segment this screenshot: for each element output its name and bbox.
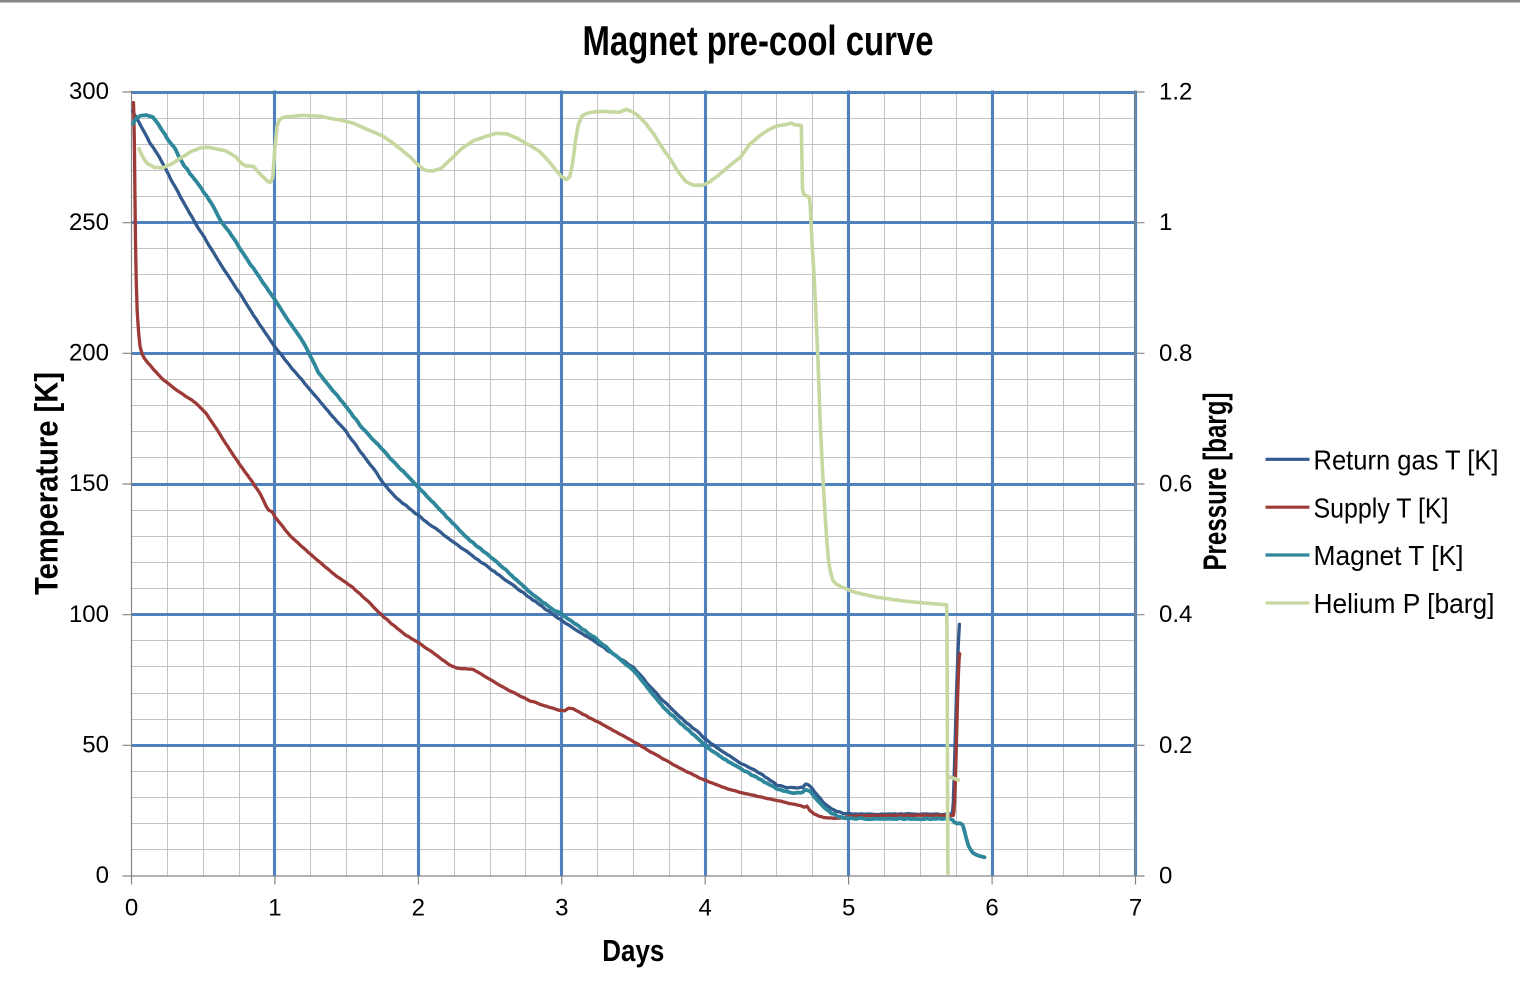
svg-text:2: 2 bbox=[412, 895, 425, 922]
svg-text:Pressure [barg]: Pressure [barg] bbox=[1197, 393, 1233, 571]
svg-text:0.2: 0.2 bbox=[1159, 732, 1192, 759]
svg-text:5: 5 bbox=[842, 895, 855, 922]
svg-text:250: 250 bbox=[69, 209, 109, 236]
svg-text:Supply T [K]: Supply T [K] bbox=[1314, 492, 1449, 523]
svg-text:1.2: 1.2 bbox=[1159, 79, 1192, 106]
svg-text:6: 6 bbox=[985, 895, 998, 922]
svg-text:Helium P [barg]: Helium P [barg] bbox=[1314, 588, 1495, 619]
svg-text:4: 4 bbox=[699, 895, 712, 922]
svg-text:7: 7 bbox=[1129, 895, 1142, 922]
svg-text:200: 200 bbox=[69, 340, 109, 367]
svg-text:300: 300 bbox=[69, 78, 109, 105]
svg-text:3: 3 bbox=[555, 895, 568, 922]
svg-text:Return gas T [K]: Return gas T [K] bbox=[1314, 445, 1499, 476]
svg-text:150: 150 bbox=[69, 470, 109, 497]
svg-text:50: 50 bbox=[82, 732, 109, 759]
svg-text:Magnet pre-cool curve: Magnet pre-cool curve bbox=[583, 17, 934, 64]
svg-text:0.4: 0.4 bbox=[1159, 601, 1192, 628]
svg-text:Temperature [K]: Temperature [K] bbox=[29, 372, 65, 595]
svg-text:100: 100 bbox=[69, 601, 109, 628]
svg-text:0.6: 0.6 bbox=[1159, 471, 1192, 498]
svg-text:0: 0 bbox=[1159, 863, 1172, 890]
svg-text:0: 0 bbox=[96, 862, 109, 889]
svg-text:0: 0 bbox=[125, 895, 138, 922]
svg-text:0.8: 0.8 bbox=[1159, 340, 1192, 367]
svg-text:1: 1 bbox=[268, 895, 281, 922]
svg-text:Days: Days bbox=[602, 933, 664, 968]
svg-text:1: 1 bbox=[1159, 209, 1172, 236]
svg-text:Magnet T [K]: Magnet T [K] bbox=[1314, 540, 1464, 571]
